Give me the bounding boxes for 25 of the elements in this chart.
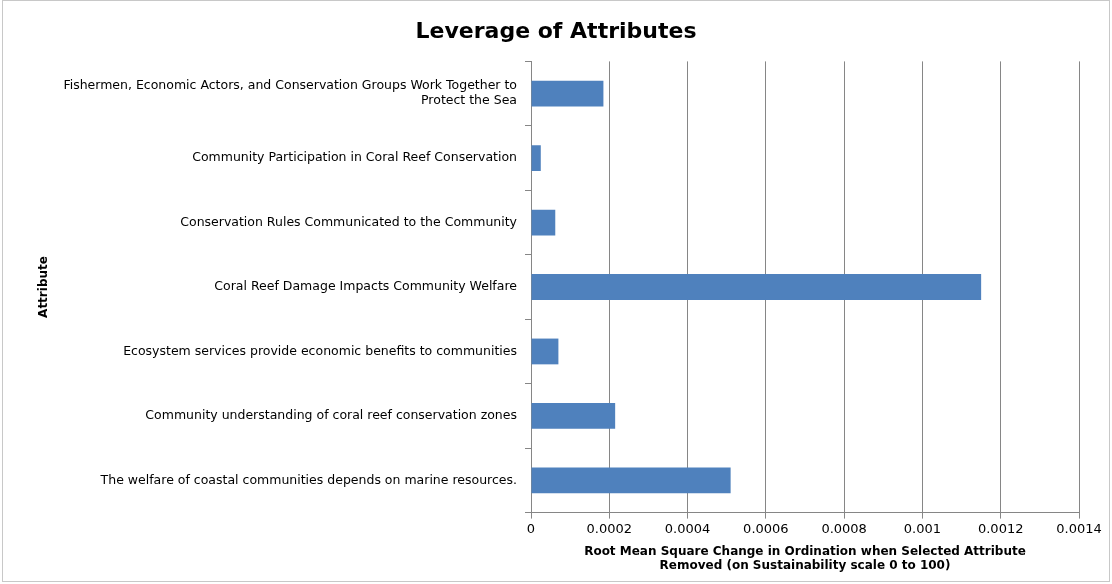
bar	[531, 467, 731, 494]
x-tick-label: 0.001	[903, 520, 942, 536]
bar	[531, 209, 556, 236]
y-tick-label: Coral Reef Damage Impacts Community Welfare	[214, 278, 518, 294]
x-tick-label: 0.0012	[977, 520, 1024, 536]
bar	[531, 403, 616, 429]
bar	[531, 274, 982, 300]
x-tick-label: 0.0014	[1056, 520, 1102, 536]
y-tick-label: Conservation Rules Communicated to the Community	[180, 213, 518, 229]
x-tick-label: 0.0004	[664, 520, 711, 536]
bar	[531, 338, 559, 365]
x-tick-label: 0.0002	[586, 520, 633, 536]
y-tick-label: The welfare of coastal communities depends on marine resources.	[99, 471, 517, 487]
bar	[531, 80, 604, 107]
x-tick-label: 0.0006	[743, 520, 789, 536]
y-axis-title: Attribute	[36, 256, 51, 318]
y-tick-label: Ecosystem services provide economic benefits to communities	[123, 342, 517, 358]
bar	[531, 145, 541, 171]
y-tick-label: Fishermen, Economic Actors, and Conservation Groups Work Together to Protect the Sea	[63, 77, 517, 108]
chart-title: Leverage of Attributes	[415, 17, 697, 43]
x-tick-label: 0.0008	[821, 520, 867, 536]
y-tick-label: Community understanding of coral reef conservation zones	[145, 407, 517, 423]
x-axis-title: Root Mean Square Change in Ordination when Selected Attribute Removed (on Sustainability scale 0 to 100)	[584, 543, 1026, 572]
x-tick-label: 0	[526, 520, 536, 536]
y-tick-label: Community Participation in Coral Reef Conservation	[192, 149, 517, 165]
